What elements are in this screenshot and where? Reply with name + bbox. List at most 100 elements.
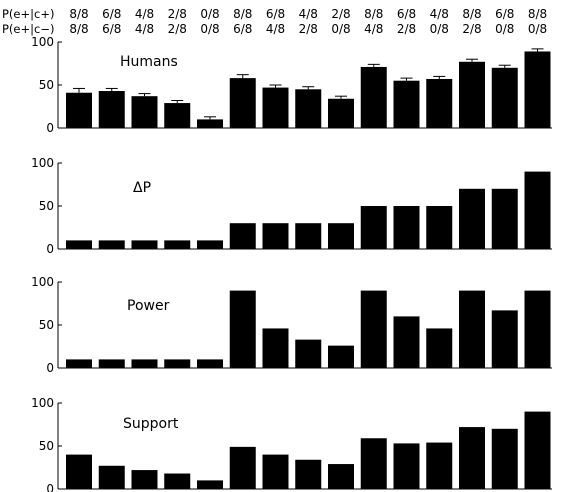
pc-plus-value: 6/8: [102, 7, 121, 21]
pc-minus-value: 4/8: [364, 22, 383, 36]
bar: [459, 61, 485, 128]
pc-plus-value: 6/8: [266, 7, 285, 21]
bar: [426, 206, 453, 249]
bar: [262, 454, 289, 489]
y-tick-label: 0: [46, 242, 54, 256]
pc-plus-value: 2/8: [331, 7, 350, 21]
bar: [295, 459, 322, 489]
chart-panel: 0 50 100 ΔP: [31, 156, 552, 256]
y-tick-label: 0: [46, 361, 54, 375]
bar: [426, 442, 453, 489]
condition-header: P(e+|c+) P(e+|c−) 8/8 6/8 4/8 2/8 0/8 8/8 6/8 4…: [2, 7, 547, 36]
panel-title: Support: [123, 416, 179, 432]
y-tick-label: 100: [31, 35, 54, 49]
bar: [393, 316, 420, 368]
bar: [491, 67, 518, 128]
pc-minus-value: 0/8: [200, 22, 219, 36]
bar: [197, 359, 223, 368]
bar: [66, 92, 92, 128]
bar: [491, 428, 518, 489]
pc-minus-value: 2/8: [462, 22, 481, 36]
pc-minus-value: 6/8: [102, 22, 121, 36]
chart-panel: 0 50 100 Humans: [31, 35, 552, 135]
bar: [66, 454, 92, 489]
panel-title: Power: [127, 298, 170, 314]
bar: [393, 443, 420, 489]
y-tick-label: 50: [39, 199, 54, 213]
pc-plus-value: 8/8: [69, 7, 88, 21]
bar: [131, 96, 158, 128]
pc-minus-values: 8/8 6/8 4/8 2/8 0/8 6/8 4/8 2/8 0/8 4/8 2/8 0/8 2/8 0…: [69, 22, 547, 36]
bar: [459, 427, 485, 489]
bar: [98, 465, 125, 489]
pc-minus-value: 6/8: [233, 22, 252, 36]
bar: [393, 206, 420, 249]
bar: [426, 328, 453, 368]
pc-minus-value: 0/8: [430, 22, 449, 36]
bar: [131, 240, 158, 249]
chart-panel: 0 50 100 Support: [31, 396, 552, 492]
bar: [360, 438, 387, 489]
bar: [262, 328, 289, 368]
y-tick-label: 100: [31, 275, 54, 289]
pc-plus-value: 0/8: [200, 7, 219, 21]
bar: [524, 51, 551, 128]
bar: [328, 464, 354, 489]
pc-minus-row-label: P(e+|c−): [2, 22, 54, 36]
bar: [197, 480, 223, 489]
pc-plus-value: 6/8: [397, 7, 416, 21]
y-tick-label: 50: [39, 318, 54, 332]
bar: [197, 240, 223, 249]
pc-minus-value: 2/8: [168, 22, 187, 36]
bar: [360, 206, 387, 249]
pc-plus-value: 4/8: [299, 7, 318, 21]
chart-panel: 0 50 100 Power: [31, 275, 552, 375]
bar: [229, 290, 256, 368]
bar: [524, 290, 551, 368]
pc-minus-value: 0/8: [528, 22, 547, 36]
bar: [328, 223, 354, 249]
y-tick-label: 0: [46, 121, 54, 135]
bar: [66, 359, 92, 368]
bar: [295, 223, 322, 249]
bar: [426, 78, 453, 128]
y-tick-label: 100: [31, 396, 54, 410]
bar: [164, 359, 191, 368]
bar: [131, 359, 158, 368]
chart-panels: 0 50 100 Humans 0 50 100 ΔP 0 50 100 Power 0 50 100 Sup…: [31, 35, 552, 492]
pc-plus-value: 2/8: [168, 7, 187, 21]
y-tick-label: 50: [39, 78, 54, 92]
pc-plus-value: 4/8: [430, 7, 449, 21]
bar: [229, 446, 256, 489]
bar: [360, 290, 387, 368]
y-tick-label: 50: [39, 439, 54, 453]
bar: [295, 339, 322, 368]
panel-title: Humans: [120, 54, 178, 70]
pc-minus-value: 2/8: [397, 22, 416, 36]
y-tick-label: 100: [31, 156, 54, 170]
pc-plus-value: 8/8: [462, 7, 481, 21]
bar: [164, 473, 191, 489]
bar: [66, 240, 92, 249]
bar: [164, 103, 191, 128]
pc-minus-value: 0/8: [495, 22, 514, 36]
bar: [98, 359, 125, 368]
pc-minus-value: 4/8: [135, 22, 154, 36]
bar: [491, 188, 518, 249]
bar: [459, 188, 485, 249]
pc-plus-value: 4/8: [135, 7, 154, 21]
bar: [295, 89, 322, 128]
bar: [524, 171, 551, 249]
bar: [229, 223, 256, 249]
bar: [98, 91, 125, 128]
bar: [98, 240, 125, 249]
bar: [164, 240, 191, 249]
pc-minus-value: 4/8: [266, 22, 285, 36]
bar: [328, 345, 354, 368]
bar: [360, 66, 387, 128]
y-tick-label: 0: [46, 482, 54, 492]
bar: [262, 87, 289, 128]
pc-plus-value: 8/8: [364, 7, 383, 21]
bar: [229, 78, 256, 128]
